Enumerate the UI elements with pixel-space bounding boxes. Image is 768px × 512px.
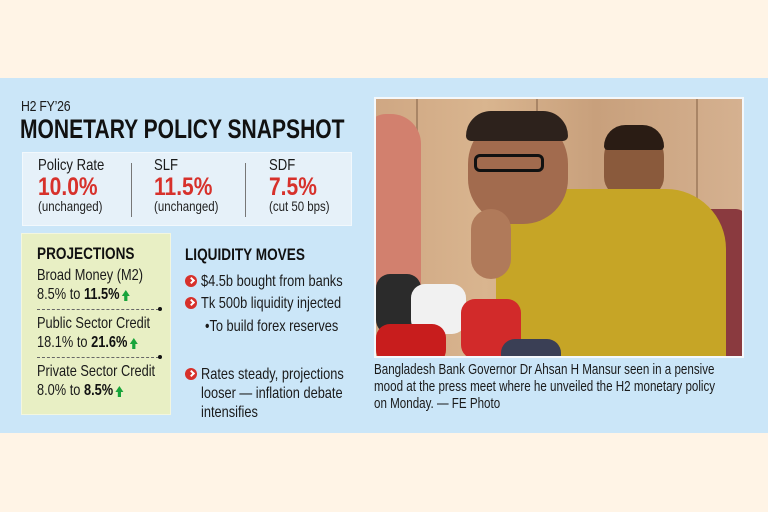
- divider: [245, 163, 246, 217]
- projection-item-public-credit: Public Sector Credit 18.1% to 21.6%: [37, 314, 178, 352]
- projection-item-m2: Broad Money (M2) 8.5% to 11.5%: [37, 266, 170, 304]
- projection-to: 8.5%: [83, 382, 114, 399]
- kicker-label: H2 FY’26: [21, 98, 71, 115]
- projections-heading: PROJECTIONS: [37, 244, 135, 263]
- rate-label: SLF: [154, 157, 179, 174]
- projection-to: 11.5%: [83, 286, 120, 303]
- note-line: intensifies: [201, 404, 258, 421]
- liquidity-heading: LIQUIDITY MOVES: [185, 245, 305, 264]
- person-left: [376, 114, 421, 294]
- projection-range: 8.5% to 11.5%: [37, 285, 143, 304]
- liquidity-sub-item: •To build forex reserves: [205, 318, 339, 335]
- governor-hair: [466, 111, 568, 141]
- rate-value: 7.5%: [269, 173, 317, 201]
- projection-name: Broad Money (M2): [37, 267, 143, 284]
- caption-line: Bangladesh Bank Governor Dr Ahsan H Mans…: [374, 362, 715, 378]
- rate-sdf: SDF 7.5% (cut 50 bps): [269, 157, 343, 214]
- projection-to: 21.6%: [91, 334, 128, 351]
- projection-range: 18.1% to 21.6%: [37, 333, 150, 352]
- divider: [131, 163, 132, 217]
- photo-caption: Bangladesh Bank Governor Dr Ahsan H Mans…: [374, 362, 764, 413]
- rate-value: 11.5%: [154, 173, 213, 201]
- infographic-title: MONETARY POLICY SNAPSHOT: [20, 114, 345, 144]
- chevron-right-circle-icon: [185, 297, 197, 309]
- rate-slf: SLF 11.5% (unchanged): [154, 157, 233, 214]
- chevron-right-circle-icon: [185, 275, 197, 287]
- projection-from: 8.5% to: [37, 286, 84, 303]
- glasses: [474, 154, 544, 172]
- person-background-hair: [604, 125, 664, 150]
- projection-from: 8.0% to: [37, 382, 84, 399]
- note-line: looser — inflation debate: [201, 385, 343, 402]
- microphone-icon: [501, 339, 561, 356]
- rate-value: 10.0%: [38, 173, 98, 201]
- hand: [471, 209, 511, 279]
- rate-note: (cut 50 bps): [269, 198, 330, 214]
- rate-policy: Policy Rate 10.0% (unchanged): [38, 157, 119, 214]
- note-line: Rates steady, projections: [201, 366, 344, 383]
- projection-range: 8.0% to 8.5%: [37, 381, 155, 400]
- caption-line: on Monday. — FE Photo: [374, 396, 501, 412]
- chevron-right-circle-icon: [185, 368, 197, 380]
- liquidity-item-text: Tk 500b liquidity injected: [201, 295, 342, 312]
- rate-note: (unchanged): [38, 198, 103, 214]
- projection-item-private-credit: Private Sector Credit 8.0% to 8.5%: [37, 362, 185, 400]
- dotted-divider: [37, 307, 162, 311]
- wall-panel: [696, 99, 698, 249]
- rate-label: Policy Rate: [38, 157, 105, 174]
- liquidity-item-text: $4.5b bought from banks: [201, 273, 343, 290]
- projections-panel: PROJECTIONS Broad Money (M2) 8.5% to 11.…: [21, 233, 171, 415]
- projection-from: 18.1% to: [37, 334, 92, 351]
- rates-panel: Policy Rate 10.0% (unchanged) SLF 11.5% …: [22, 152, 352, 226]
- projection-name: Private Sector Credit: [37, 363, 156, 380]
- up-arrow-icon: [121, 290, 130, 301]
- up-arrow-icon: [115, 386, 124, 397]
- rate-label: SDF: [269, 157, 296, 174]
- rate-note: (unchanged): [154, 198, 219, 214]
- liquidity-note-text: Rates steady, projections looser — infla…: [201, 365, 344, 422]
- microphone-icon: [376, 324, 446, 356]
- governor-photo: [374, 97, 744, 358]
- projection-name: Public Sector Credit: [37, 315, 151, 332]
- caption-line: mood at the press meet where he unveiled…: [374, 379, 716, 395]
- up-arrow-icon: [129, 338, 138, 349]
- dotted-divider: [37, 355, 162, 359]
